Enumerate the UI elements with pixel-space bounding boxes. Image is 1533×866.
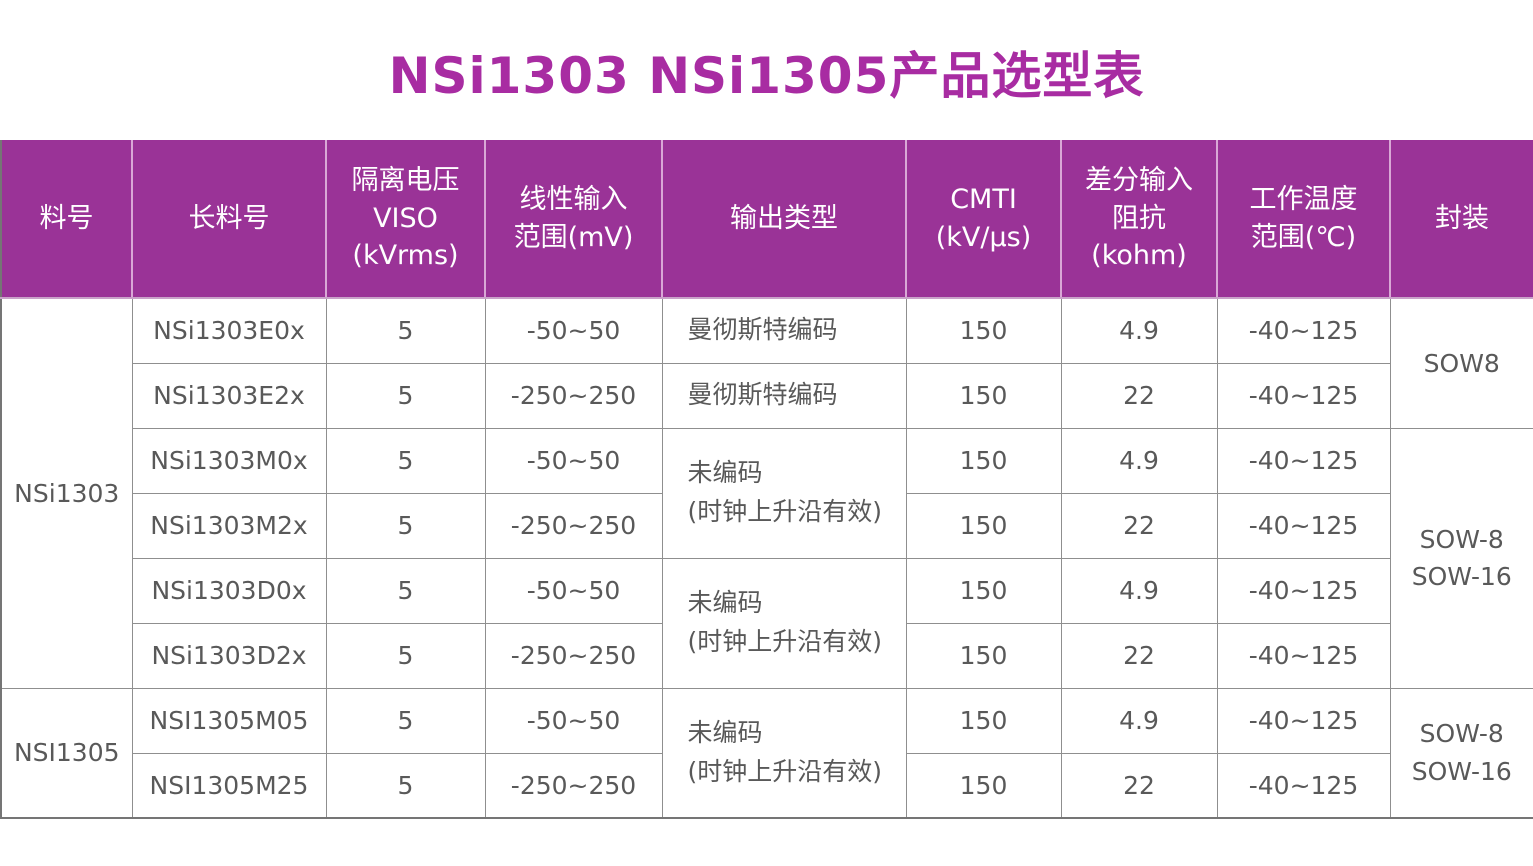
table-row: NSI1305M25 5 -250~250 150 22 -40~125 [1,752,1533,819]
viso-cell: 5 [325,622,486,689]
cmti-cell: 150 [905,622,1062,689]
viso-cell: 5 [325,427,486,494]
input-range-cell: -50~50 [484,297,663,364]
header-cmti: CMTI (kV/μs) [906,140,1062,299]
temp-range-cell: -40~125 [1216,427,1391,494]
cmti-cell: 150 [905,687,1062,754]
part-number-cell: NSi1303E2x [131,362,327,429]
header-operating-temp-range: 工作温度 范围(℃) [1217,140,1391,299]
table-row: NSi1303D2x 5 -250~250 150 22 -40~125 [1,622,1533,689]
viso-cell: 5 [325,557,486,624]
part-family-cell: NSi1303 [0,297,133,689]
output-type-cell: 未编码 (时钟上升沿有效) [661,427,907,559]
part-number-cell: NSI1305M05 [131,687,327,754]
output-type-cell: 曼彻斯特编码 [661,362,907,429]
impedance-cell: 22 [1060,362,1218,429]
part-number-cell: NSi1303D2x [131,622,327,689]
input-range-cell: -250~250 [484,752,663,819]
temp-range-cell: -40~125 [1216,687,1391,754]
viso-cell: 5 [325,297,486,364]
table-row: NSI1305 NSI1305M05 5 -50~50 未编码 (时钟上升沿有效… [0,687,1533,819]
header-isolation-voltage: 隔离电压 VISO (kVrms) [326,140,486,299]
input-range-cell: -50~50 [484,687,663,754]
viso-cell: 5 [325,492,486,559]
header-part-number: 长料号 [132,140,327,299]
table-row: NSi1303D0x 5 -50~50 未编码 (时钟上升沿有效) 150 4.… [1,557,1533,689]
cmti-cell: 150 [905,362,1062,429]
part-number-cell: NSI1305M25 [131,752,327,819]
cmti-cell: 150 [905,752,1062,819]
page-title: NSi1303 NSi1305产品选型表 [388,47,1145,105]
package-cell: SOW-8 SOW-16 [1389,427,1533,689]
viso-cell: 5 [325,362,486,429]
table-header: 料号 长料号 隔离电压 VISO (kVrms) 线性输入 范围(mV) 输出类… [1,140,1533,299]
cmti-cell: 150 [905,557,1062,624]
table-row: NSi1303M0x 5 -50~50 未编码 (时钟上升沿有效) 150 4.… [1,427,1533,689]
input-range-cell: -50~50 [484,557,663,624]
header-differential-impedance: 差分输入 阻抗 (kohm) [1061,140,1218,299]
header-linear-input-range: 线性输入 范围(mV) [485,140,663,299]
impedance-cell: 4.9 [1060,687,1218,754]
product-selection-table: 料号 长料号 隔离电压 VISO (kVrms) 线性输入 范围(mV) 输出类… [0,140,1533,819]
temp-range-cell: -40~125 [1216,752,1391,819]
part-number-cell: NSi1303M2x [131,492,327,559]
impedance-cell: 4.9 [1060,297,1218,364]
impedance-cell: 4.9 [1060,557,1218,624]
temp-range-cell: -40~125 [1216,297,1391,364]
cmti-cell: 150 [905,297,1062,364]
input-range-cell: -50~50 [484,427,663,494]
cmti-cell: 150 [905,427,1062,494]
temp-range-cell: -40~125 [1216,492,1391,559]
table-body: NSi1303 NSi1303E0x 5 -50~50 曼彻斯特编码 150 4… [0,297,1533,819]
table-row: NSi1303E2x 5 -250~250 曼彻斯特编码 150 22 -40~… [1,362,1533,429]
impedance-cell: 22 [1060,622,1218,689]
temp-range-cell: -40~125 [1216,362,1391,429]
input-range-cell: -250~250 [484,622,663,689]
package-cell: SOW-8 SOW-16 [1389,687,1533,819]
package-cell: SOW8 [1389,297,1533,429]
input-range-cell: -250~250 [484,362,663,429]
output-type-cell: 曼彻斯特编码 [661,297,907,364]
impedance-cell: 22 [1060,492,1218,559]
header-package: 封装 [1390,140,1533,299]
part-number-cell: NSi1303E0x [131,297,327,364]
viso-cell: 5 [325,752,486,819]
viso-cell: 5 [325,687,486,754]
output-type-cell: 未编码 (时钟上升沿有效) [661,557,907,689]
output-type-cell: 未编码 (时钟上升沿有效) [661,687,907,819]
table-row: NSi1303M2x 5 -250~250 150 22 -40~125 [1,492,1533,559]
part-number-cell: NSi1303D0x [131,557,327,624]
header-output-type: 输出类型 [662,140,907,299]
temp-range-cell: -40~125 [1216,622,1391,689]
part-number-cell: NSi1303M0x [131,427,327,494]
temp-range-cell: -40~125 [1216,557,1391,624]
table-row: NSi1303 NSi1303E0x 5 -50~50 曼彻斯特编码 150 4… [0,297,1533,689]
impedance-cell: 22 [1060,752,1218,819]
impedance-cell: 4.9 [1060,427,1218,494]
input-range-cell: -250~250 [484,492,663,559]
header-part-family: 料号 [1,140,133,299]
part-family-cell: NSI1305 [0,687,133,819]
header-row: 料号 长料号 隔离电压 VISO (kVrms) 线性输入 范围(mV) 输出类… [1,140,1533,299]
cmti-cell: 150 [905,492,1062,559]
